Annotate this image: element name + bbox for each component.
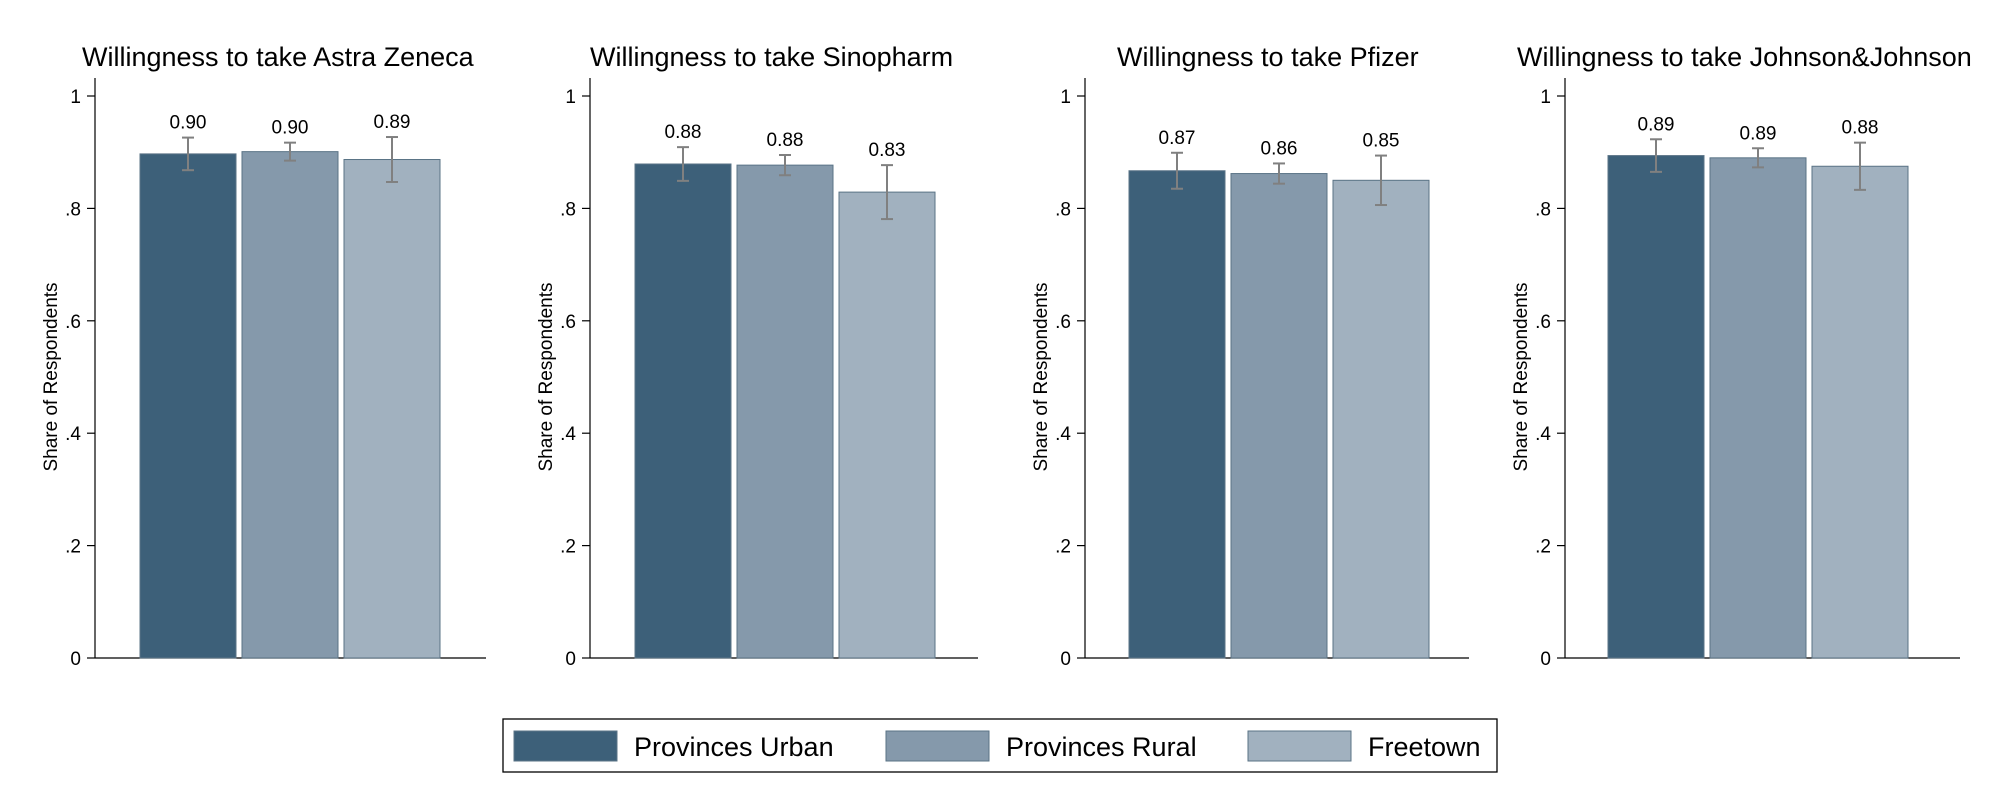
panel-4: Willingness to take Johnson&Johnson 0 .2 .4… [1511,42,1972,670]
y-tick-label: .4 [65,424,81,445]
value-label: 0.86 [1261,138,1298,159]
y-tick-label: .2 [65,537,81,558]
value-label: 0.85 [1363,131,1400,152]
y-tick-label: 0 [70,649,81,670]
bar-2 [1230,173,1328,659]
legend-swatch [513,730,618,762]
y-tick-label: .2 [1535,537,1551,558]
bar-3 [1811,165,1909,659]
value-label: 0.89 [1740,123,1777,144]
bar-2 [736,164,834,659]
y-tick-label: 1 [1540,87,1551,108]
panel-title: Willingness to take Astra Zeneca [82,42,475,72]
y-tick-label: 0 [1540,649,1551,670]
y-tick-label: 1 [1060,87,1071,108]
bar-1 [634,163,732,659]
y-tick-label: .6 [560,312,576,333]
y-tick-label: 0 [565,649,576,670]
bar-3 [838,191,936,659]
y-tick-label: .2 [560,537,576,558]
panel-title: Willingness to take Sinopharm [590,42,953,72]
bar-3 [343,159,441,659]
y-tick-label: .8 [1535,199,1551,220]
legend: Provinces Urban Provinces Rural Freetown [502,718,1498,773]
value-label: 0.89 [1638,114,1675,135]
panel-2: Willingness to take Sinopharm 0 .2 .4 .6 .8 1 S… [536,42,978,670]
value-label: 0.87 [1159,128,1196,149]
panel-1: Willingness to take Astra Zeneca 0 .2 .4 .6.… [41,42,486,670]
y-tick-label: 1 [70,87,81,108]
value-label: 0.90 [170,113,207,134]
bar-3 [1332,179,1430,659]
bar-2 [1709,157,1807,659]
legend-label: Provinces Rural [1006,732,1197,762]
legend-label: Provinces Urban [634,732,834,762]
bar-1 [139,153,237,659]
legend-swatch [1247,730,1352,762]
bar-1 [1128,170,1226,659]
value-label: 0.88 [1842,118,1879,139]
y-tick-label: .4 [560,424,576,445]
y-axis-title: Share of Respondents [1031,282,1052,471]
y-tick-label: .4 [1535,424,1551,445]
panel-title: Willingness to take Johnson&Johnson [1517,42,1972,72]
y-tick-label: .4 [1055,424,1071,445]
y-tick-label: .2 [1055,537,1071,558]
panel-title: Willingness to take Pfizer [1117,42,1419,72]
y-tick-label: .6 [65,312,81,333]
legend-label: Freetown [1368,732,1481,762]
legend-swatch [885,730,990,762]
y-tick-label: .8 [560,199,576,220]
y-tick-label: 0 [1060,649,1071,670]
value-label: 0.88 [665,122,702,143]
bar-2 [241,151,339,659]
value-label: 0.90 [272,118,309,139]
y-axis-title: Share of Respondents [1511,282,1532,471]
y-tick-label: .8 [1055,199,1071,220]
value-label: 0.83 [869,140,906,161]
panel-3: Willingness to take Pfizer 0 .2 .4 .6 .8 1 Shar… [1031,42,1469,670]
y-axis-title: Share of Respondents [41,282,62,471]
y-tick-label: .8 [65,199,81,220]
y-axis-title: Share of Respondents [536,282,557,471]
bar-1 [1607,155,1705,659]
y-tick-label: .6 [1535,312,1551,333]
value-label: 0.88 [767,130,804,151]
y-tick-label: .6 [1055,312,1071,333]
value-label: 0.89 [374,112,411,133]
y-tick-label: 1 [565,87,576,108]
